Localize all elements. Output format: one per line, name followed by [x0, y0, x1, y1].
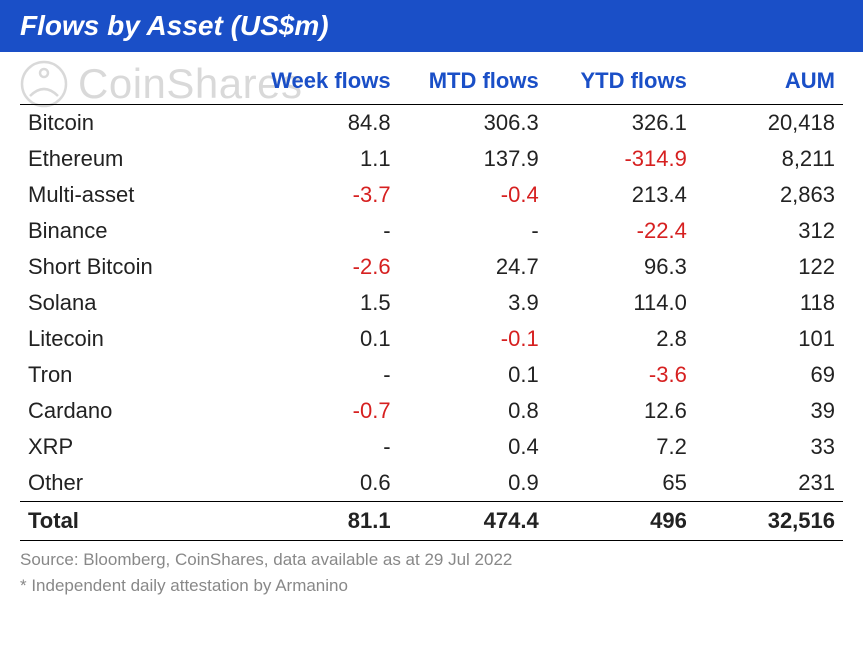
cell-aum: 39 [695, 393, 843, 429]
cell-week: 1.5 [250, 285, 398, 321]
cell-aum: 69 [695, 357, 843, 393]
cell-mtd: 306.3 [399, 105, 547, 142]
cell-mtd: -0.4 [399, 177, 547, 213]
cell-total-aum: 32,516 [695, 502, 843, 541]
cell-week: - [250, 429, 398, 465]
cell-aum: 231 [695, 465, 843, 502]
cell-asset: Ethereum [20, 141, 250, 177]
cell-asset: Binance [20, 213, 250, 249]
cell-ytd: -22.4 [547, 213, 695, 249]
cell-mtd: 0.4 [399, 429, 547, 465]
cell-asset: XRP [20, 429, 250, 465]
table-row: Other0.60.965231 [20, 465, 843, 502]
table-row: Short Bitcoin-2.624.796.3122 [20, 249, 843, 285]
cell-ytd: 65 [547, 465, 695, 502]
table-container: CoinShares Week flows MTD flows YTD flow… [0, 52, 863, 541]
cell-mtd: -0.1 [399, 321, 547, 357]
table-row: Binance---22.4312 [20, 213, 843, 249]
cell-week: -0.7 [250, 393, 398, 429]
table-row: Litecoin0.1-0.12.8101 [20, 321, 843, 357]
col-header-mtd: MTD flows [399, 52, 547, 105]
cell-total-week: 81.1 [250, 502, 398, 541]
cell-ytd: 213.4 [547, 177, 695, 213]
table-row: Ethereum1.1137.9-314.98,211 [20, 141, 843, 177]
cell-week: 0.1 [250, 321, 398, 357]
footnote-attestation: * Independent daily attestation by Arman… [20, 573, 843, 599]
cell-asset: Tron [20, 357, 250, 393]
cell-mtd: - [399, 213, 547, 249]
cell-asset: Other [20, 465, 250, 502]
col-header-asset [20, 52, 250, 105]
table-row: Solana1.53.9114.0118 [20, 285, 843, 321]
cell-total-label: Total [20, 502, 250, 541]
cell-aum: 8,211 [695, 141, 843, 177]
cell-mtd: 24.7 [399, 249, 547, 285]
total-row: Total81.1474.449632,516 [20, 502, 843, 541]
cell-week: -2.6 [250, 249, 398, 285]
cell-week: 84.8 [250, 105, 398, 142]
cell-aum: 20,418 [695, 105, 843, 142]
cell-total-ytd: 496 [547, 502, 695, 541]
cell-ytd: -3.6 [547, 357, 695, 393]
cell-ytd: 326.1 [547, 105, 695, 142]
cell-asset: Multi-asset [20, 177, 250, 213]
cell-aum: 312 [695, 213, 843, 249]
table-title: Flows by Asset (US$m) [0, 0, 863, 52]
cell-ytd: 96.3 [547, 249, 695, 285]
cell-asset: Short Bitcoin [20, 249, 250, 285]
cell-mtd: 0.8 [399, 393, 547, 429]
footnotes: Source: Bloomberg, CoinShares, data avai… [0, 541, 863, 604]
cell-mtd: 0.1 [399, 357, 547, 393]
header-row: Week flows MTD flows YTD flows AUM [20, 52, 843, 105]
cell-ytd: 114.0 [547, 285, 695, 321]
cell-week: - [250, 213, 398, 249]
cell-aum: 122 [695, 249, 843, 285]
cell-asset: Cardano [20, 393, 250, 429]
cell-ytd: 2.8 [547, 321, 695, 357]
cell-asset: Solana [20, 285, 250, 321]
table-row: Cardano-0.70.812.639 [20, 393, 843, 429]
flows-table: Week flows MTD flows YTD flows AUM Bitco… [20, 52, 843, 541]
cell-week: -3.7 [250, 177, 398, 213]
cell-ytd: 7.2 [547, 429, 695, 465]
cell-asset: Bitcoin [20, 105, 250, 142]
cell-asset: Litecoin [20, 321, 250, 357]
cell-aum: 33 [695, 429, 843, 465]
cell-mtd: 3.9 [399, 285, 547, 321]
cell-ytd: -314.9 [547, 141, 695, 177]
col-header-week: Week flows [250, 52, 398, 105]
cell-aum: 101 [695, 321, 843, 357]
cell-week: 1.1 [250, 141, 398, 177]
cell-week: - [250, 357, 398, 393]
cell-mtd: 0.9 [399, 465, 547, 502]
col-header-ytd: YTD flows [547, 52, 695, 105]
cell-mtd: 137.9 [399, 141, 547, 177]
table-row: Multi-asset-3.7-0.4213.42,863 [20, 177, 843, 213]
cell-aum: 118 [695, 285, 843, 321]
cell-aum: 2,863 [695, 177, 843, 213]
table-row: Bitcoin84.8306.3326.120,418 [20, 105, 843, 142]
footnote-source: Source: Bloomberg, CoinShares, data avai… [20, 547, 843, 573]
col-header-aum: AUM [695, 52, 843, 105]
cell-ytd: 12.6 [547, 393, 695, 429]
table-row: XRP-0.47.233 [20, 429, 843, 465]
cell-week: 0.6 [250, 465, 398, 502]
cell-total-mtd: 474.4 [399, 502, 547, 541]
table-row: Tron-0.1-3.669 [20, 357, 843, 393]
